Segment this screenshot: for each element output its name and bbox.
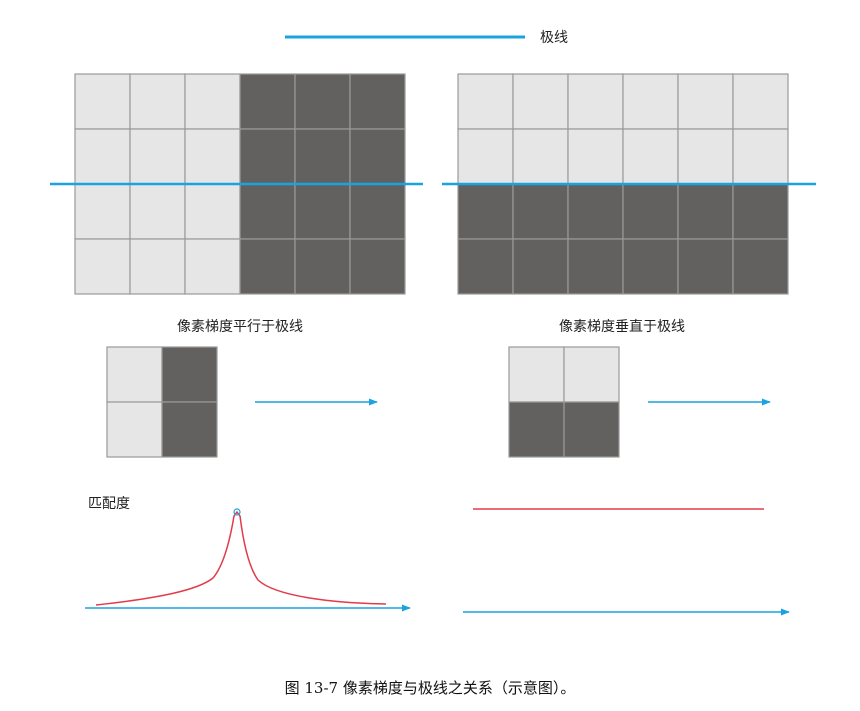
left-panel-caption: 像素梯度平行于极线	[177, 319, 303, 335]
dark-pixel-cell	[294, 128, 351, 185]
dark-pixel-cell	[567, 183, 624, 240]
matching-curve-peaked	[95, 510, 387, 606]
light-pixel-cell	[508, 346, 565, 403]
small-grid-right	[508, 346, 620, 458]
light-pixel-cell	[677, 128, 734, 185]
light-pixel-cell	[732, 128, 789, 185]
dark-pixel-cell	[239, 183, 296, 240]
dark-pixel-cell	[622, 238, 679, 295]
dark-pixel-cell	[677, 183, 734, 240]
light-pixel-cell	[184, 128, 241, 185]
light-pixel-cell	[622, 128, 679, 185]
legend: 极线	[285, 30, 568, 46]
dark-pixel-cell	[239, 73, 296, 130]
dark-pixel-cell	[567, 238, 624, 295]
dark-pixel-cell	[349, 183, 406, 240]
dark-pixel-cell	[294, 73, 351, 130]
dark-pixel-cell	[677, 238, 734, 295]
dark-pixel-cell	[294, 183, 351, 240]
dark-pixel-cell	[239, 238, 296, 295]
dark-pixel-cell	[349, 73, 406, 130]
light-pixel-cell	[457, 128, 514, 185]
light-pixel-cell	[622, 73, 679, 130]
light-pixel-cell	[184, 183, 241, 240]
light-pixel-cell	[74, 73, 131, 130]
light-pixel-cell	[512, 128, 569, 185]
dark-pixel-cell	[508, 401, 565, 458]
grid-right-perpendicular	[457, 73, 789, 295]
light-pixel-cell	[732, 73, 789, 130]
dark-pixel-cell	[622, 183, 679, 240]
figure-caption: 图 13-7 像素梯度与极线之关系（示意图）。	[285, 679, 576, 697]
light-pixel-cell	[106, 401, 163, 458]
light-pixel-cell	[512, 73, 569, 130]
dark-pixel-cell	[732, 238, 789, 295]
grid-left-parallel	[74, 73, 406, 295]
dark-pixel-cell	[349, 128, 406, 185]
dark-pixel-cell	[512, 183, 569, 240]
light-pixel-cell	[74, 238, 131, 295]
light-pixel-cell	[457, 73, 514, 130]
peak-marker	[233, 508, 241, 516]
light-pixel-cell	[106, 346, 163, 403]
light-pixel-cell	[567, 128, 624, 185]
light-pixel-cell	[74, 183, 131, 240]
light-pixel-cell	[129, 128, 186, 185]
light-pixel-cell	[184, 73, 241, 130]
legend-label: 极线	[540, 30, 568, 46]
dark-pixel-cell	[732, 183, 789, 240]
light-pixel-cell	[567, 73, 624, 130]
small-grid-left	[106, 346, 218, 458]
light-pixel-cell	[129, 73, 186, 130]
right-panel-caption: 像素梯度垂直于极线	[559, 318, 685, 335]
plot-ylabel: 匹配度	[88, 496, 130, 512]
dark-pixel-cell	[512, 238, 569, 295]
light-pixel-cell	[74, 128, 131, 185]
dark-pixel-cell	[294, 238, 351, 295]
light-pixel-cell	[129, 183, 186, 240]
dark-pixel-cell	[161, 346, 218, 403]
dark-pixel-cell	[239, 128, 296, 185]
dark-pixel-cell	[161, 401, 218, 458]
light-pixel-cell	[129, 238, 186, 295]
dark-pixel-cell	[457, 238, 514, 295]
dark-pixel-cell	[457, 183, 514, 240]
dark-pixel-cell	[349, 238, 406, 295]
dark-pixel-cell	[563, 401, 620, 458]
light-pixel-cell	[563, 346, 620, 403]
light-pixel-cell	[184, 238, 241, 295]
light-pixel-cell	[677, 73, 734, 130]
